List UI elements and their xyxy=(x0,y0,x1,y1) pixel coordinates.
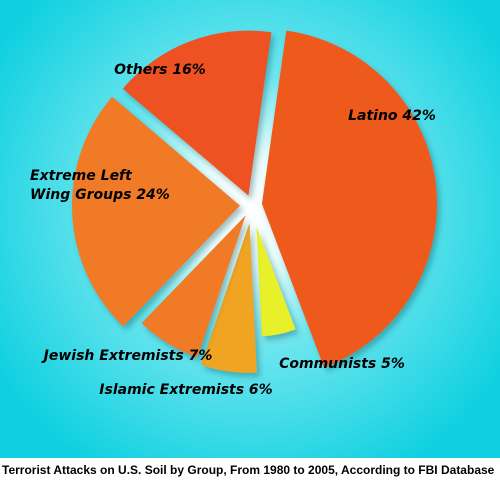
slice-label-islamic-extremists: Islamic Extremists 6% xyxy=(99,382,272,398)
slice-label-communists: Communists 5% xyxy=(279,356,405,372)
slice-label-extreme-left-wing-groups: Extreme Left Wing Groups 24% xyxy=(30,168,170,203)
pie-slice-communists xyxy=(256,226,296,337)
figure-caption: Terrorist Attacks on U.S. Soil by Group,… xyxy=(2,463,495,477)
pie-slice-extreme-left-wing-groups xyxy=(72,96,241,327)
pie-slice-others xyxy=(122,30,272,196)
pie-chart: Latino 42% Communists 5% Islamic Extremist… xyxy=(0,0,500,458)
slice-label-others: Others 16% xyxy=(114,62,206,78)
pie-slice-jewish-extremists xyxy=(141,215,246,358)
slice-label-latino: Latino 42% xyxy=(348,108,436,124)
chart-area: Latino 42% Communists 5% Islamic Extremist… xyxy=(0,0,500,458)
pie-slice-islamic-extremists xyxy=(201,222,257,373)
pie-slice-latino xyxy=(261,30,437,368)
slice-label-jewish-extremists: Jewish Extremists 7% xyxy=(41,348,213,364)
